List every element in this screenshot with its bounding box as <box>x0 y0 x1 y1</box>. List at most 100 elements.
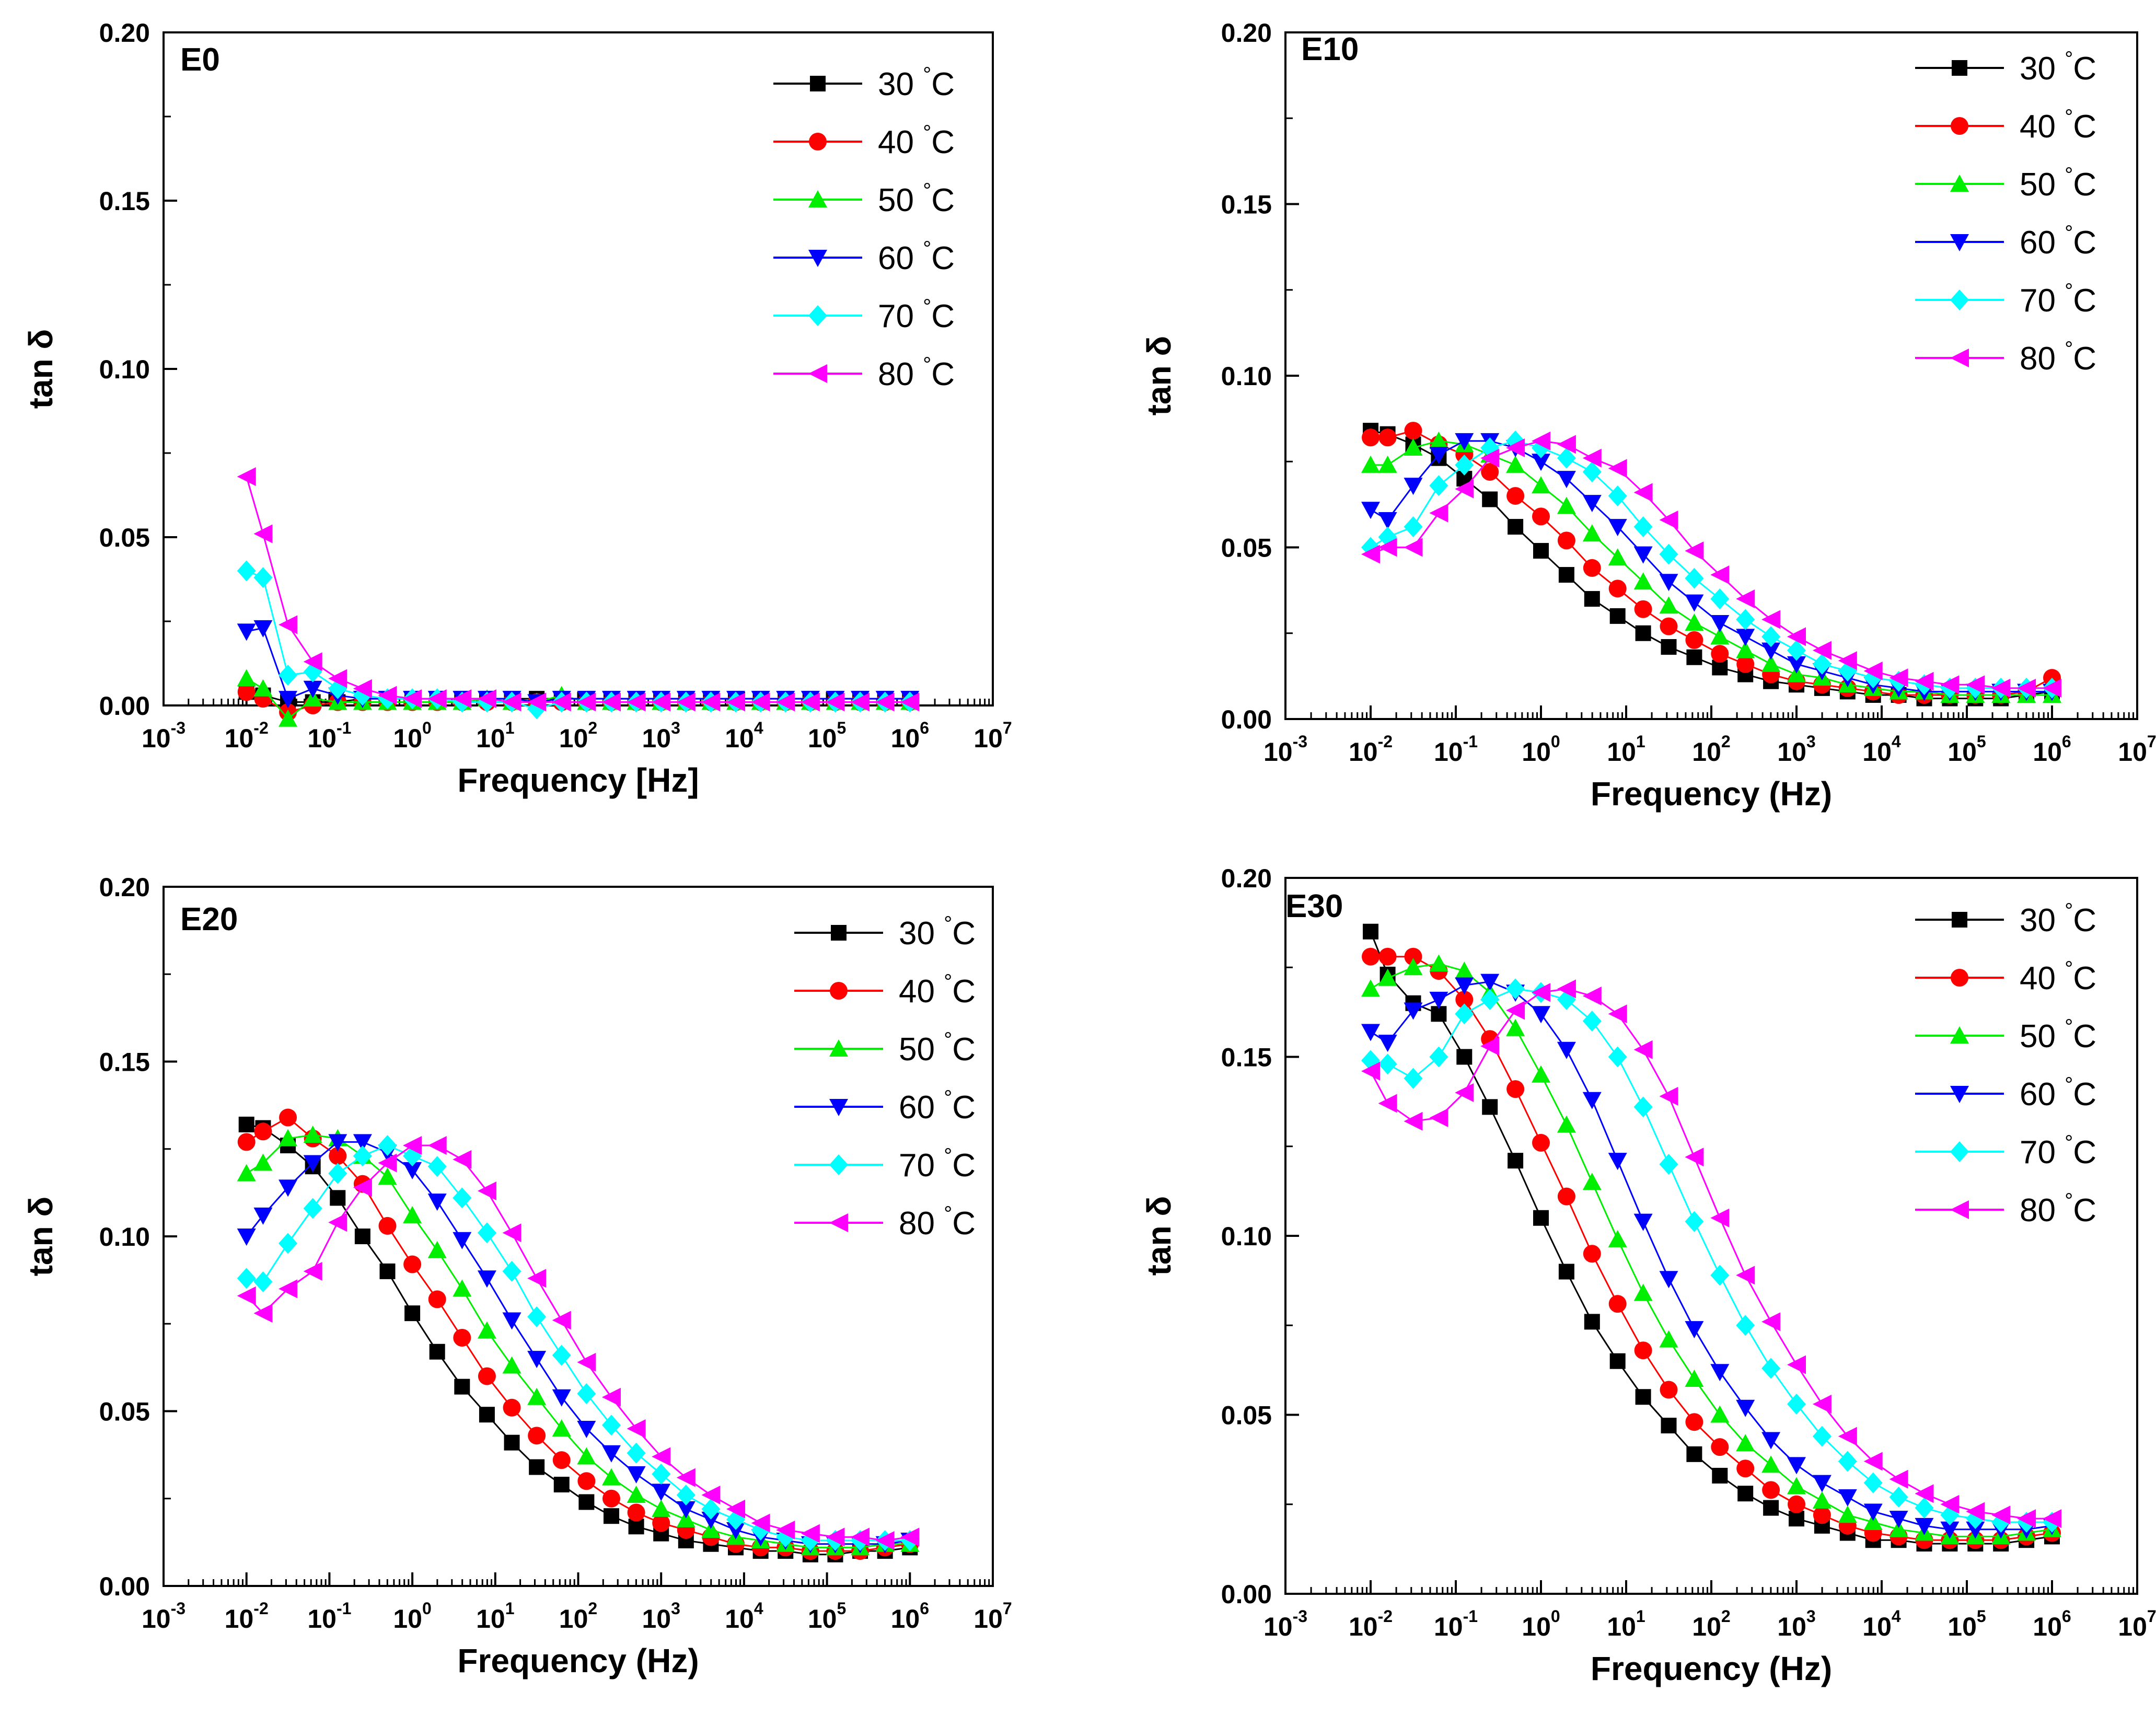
data-point <box>1915 671 1934 691</box>
data-point <box>477 1321 496 1339</box>
legend-label: 40 °C <box>878 121 955 160</box>
data-point <box>1685 1413 1703 1431</box>
data-point <box>279 1179 298 1197</box>
data-point <box>1557 447 1576 469</box>
data-point <box>627 1466 646 1484</box>
data-point <box>1661 1418 1677 1434</box>
data-point <box>1736 1315 1755 1336</box>
data-point <box>1787 627 1806 646</box>
data-point <box>1812 1426 1832 1447</box>
x-tick-label: 107 <box>973 719 1012 753</box>
data-point <box>1456 1049 1473 1065</box>
data-point <box>1608 519 1627 537</box>
data-point <box>801 692 820 712</box>
chart-panel-e0: 0.00 0.05 0.10 0.15 0.20 10-3 10-2 10-1 100 101 10… <box>22 18 1012 799</box>
data-point <box>253 679 273 697</box>
series-80c <box>237 467 920 712</box>
data-point <box>1583 559 1601 577</box>
y-tick-label: 0.00 <box>99 1572 150 1601</box>
data-point <box>1686 649 1702 665</box>
series-70c <box>237 1135 920 1551</box>
data-point <box>676 692 696 712</box>
x-tick-label: 104 <box>725 1599 763 1634</box>
data-point <box>453 689 472 709</box>
x-tick-label: 105 <box>1948 1607 1986 1641</box>
plot-frame <box>1284 877 2138 1595</box>
x-tick-label: 104 <box>1862 732 1901 767</box>
y-tick-label: 0.15 <box>1221 190 1272 219</box>
data-point <box>1404 422 1422 440</box>
data-point <box>627 1419 646 1438</box>
data-point <box>1378 1035 1397 1052</box>
legend-marker <box>808 190 827 207</box>
data-point <box>1506 438 1525 457</box>
data-point <box>1838 1505 1857 1523</box>
data-point <box>1608 1046 1627 1068</box>
data-point <box>1635 1389 1651 1405</box>
series-80c <box>1361 979 2061 1528</box>
series-line <box>246 1144 910 1542</box>
data-point <box>1889 1511 1908 1528</box>
data-point <box>1940 1495 1960 1514</box>
data-point <box>826 1527 845 1547</box>
data-point <box>427 1241 447 1258</box>
data-point <box>403 1255 422 1273</box>
data-point <box>1378 968 1397 986</box>
data-point <box>577 1447 596 1465</box>
data-point <box>652 692 671 712</box>
legend-entry: 40 °C <box>773 121 955 160</box>
data-point <box>453 1329 471 1347</box>
data-point <box>552 1389 571 1407</box>
legend-label: 30 °C <box>2020 48 2096 87</box>
data-point <box>1557 531 1575 550</box>
x-axis-label: Frequency [Hz] <box>457 761 699 799</box>
data-point <box>1762 1481 1780 1499</box>
data-point <box>1378 428 1397 447</box>
x-tick-label: 107 <box>2118 732 2156 767</box>
data-point <box>1633 572 1653 590</box>
data-point <box>1582 448 1602 468</box>
legend-marker <box>1950 1200 1969 1219</box>
data-point <box>1506 978 1525 1000</box>
x-axis-label: Frequency (Hz) <box>1591 1650 1832 1687</box>
data-point <box>1378 1053 1397 1075</box>
y-tick-label: 0.00 <box>1221 705 1272 734</box>
data-point <box>1532 1065 1550 1083</box>
legend-entry: 70 °C <box>1915 280 2096 319</box>
series-line <box>1370 440 2052 689</box>
legend-marker <box>829 1099 848 1116</box>
data-point <box>1736 629 1755 646</box>
x-tick-label: 10-2 <box>225 719 269 753</box>
series-line <box>246 476 910 703</box>
data-point <box>751 1513 770 1533</box>
data-point <box>253 524 273 543</box>
data-point <box>1608 1153 1627 1171</box>
data-point <box>353 1145 372 1167</box>
data-point <box>1940 1521 1960 1539</box>
data-point <box>1812 653 1832 675</box>
x-tick-label: 105 <box>808 719 846 753</box>
chart-panel-e30: 0.00 0.05 0.10 0.15 0.20 10-3 10-2 10-1 100 101 10… <box>1140 864 2156 1687</box>
legend-entry: 30 °C <box>1915 899 2096 939</box>
data-point <box>1659 1271 1678 1289</box>
data-point <box>1736 1434 1755 1452</box>
data-point <box>1584 1314 1600 1330</box>
data-point <box>1482 491 1498 507</box>
data-point <box>1361 1050 1380 1071</box>
data-point <box>1763 1500 1779 1516</box>
data-point <box>279 665 298 686</box>
x-tick-label: 106 <box>891 719 929 753</box>
data-point <box>1838 1427 1857 1446</box>
legend-label: 70 °C <box>2020 280 2096 319</box>
data-point <box>403 689 422 709</box>
series-30c <box>238 1116 918 1562</box>
data-point <box>237 683 256 701</box>
y-tick-label: 0.05 <box>99 1397 150 1427</box>
data-point <box>453 1150 472 1169</box>
data-point <box>529 1459 545 1475</box>
data-point <box>577 692 596 712</box>
x-tick-label: 105 <box>1948 732 1986 767</box>
series-line <box>1370 981 2053 1531</box>
data-point <box>303 680 322 698</box>
legend-label: 50 °C <box>899 1028 976 1068</box>
